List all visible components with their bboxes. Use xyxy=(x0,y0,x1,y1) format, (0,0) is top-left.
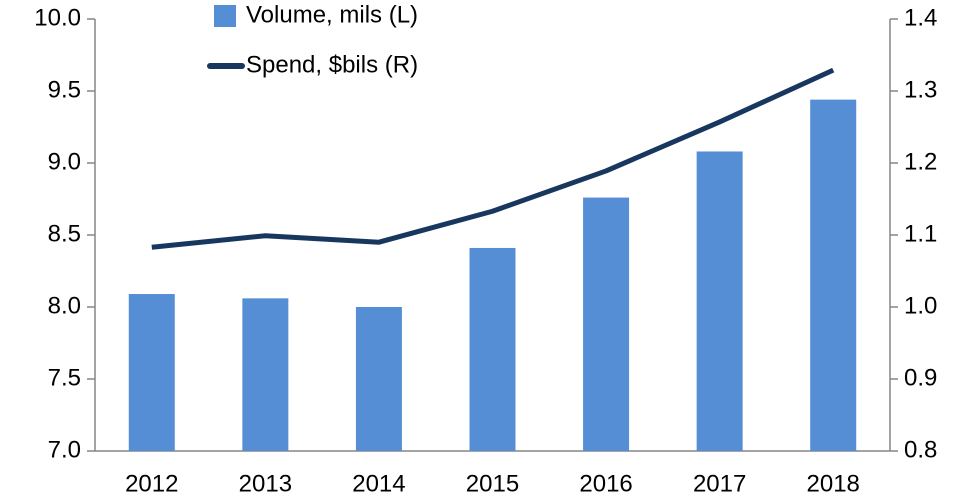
tick-label: 0.9 xyxy=(904,364,937,391)
bar xyxy=(696,151,743,452)
tick-label: 0.8 xyxy=(904,436,937,463)
tick-label: 10.0 xyxy=(34,4,81,31)
bar xyxy=(469,247,516,451)
tick-label: 1.0 xyxy=(904,292,937,319)
tick-label: 8.0 xyxy=(48,292,81,319)
bar xyxy=(355,307,402,451)
x-tick-label: 2014 xyxy=(352,470,405,497)
line xyxy=(151,67,835,250)
x-tick-label: 2012 xyxy=(125,470,178,497)
bar xyxy=(583,197,630,451)
bar xyxy=(128,294,175,451)
legend-label: Volume, mils (L) xyxy=(246,1,418,28)
tick-label: 1.4 xyxy=(904,4,937,31)
tick-label: 7.0 xyxy=(48,436,81,463)
x-tick-label: 2018 xyxy=(807,470,860,497)
x-tick-label: 2016 xyxy=(579,470,632,497)
x-tick-label: 2017 xyxy=(693,470,746,497)
tick-label: 1.2 xyxy=(904,148,937,175)
x-tick-label: 2015 xyxy=(466,470,519,497)
tick-label: 7.5 xyxy=(48,364,81,391)
tick-label: 9.5 xyxy=(48,76,81,103)
tick-label: 1.1 xyxy=(904,220,937,247)
legend-label: Spend, $bils (R) xyxy=(246,51,418,78)
tick-label: 9.0 xyxy=(48,148,81,175)
tick-label: 1.3 xyxy=(904,76,937,103)
bar xyxy=(810,99,857,451)
x-tick-label: 2013 xyxy=(239,470,292,497)
legend-swatch xyxy=(214,5,236,27)
tick-label: 8.5 xyxy=(48,220,81,247)
bar xyxy=(242,298,289,451)
